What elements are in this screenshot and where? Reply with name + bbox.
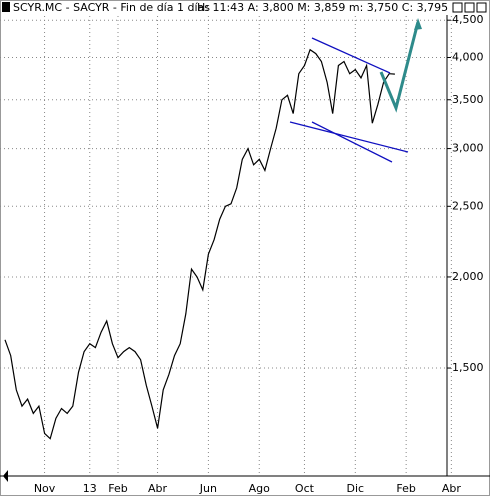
price-line [4,48,395,440]
x-tick-label: Dic [347,482,365,495]
scroll-arrow[interactable] [3,470,8,482]
trend-line [289,121,409,153]
y-tick-label: 3,000 [452,142,484,155]
y-tick-label: 4,000 [452,50,484,63]
x-tick-label: Abr [148,482,168,495]
y-tick-label: 4,500 [452,13,484,26]
annotations [289,18,422,163]
x-tick-label: Jun [199,482,217,495]
x-tick-label: Feb [108,482,127,495]
y-tick-label: 2,000 [452,270,484,283]
x-tick-label: Nov [34,482,56,495]
x-tick-label: Oct [295,482,315,495]
window-button[interactable] [464,2,475,13]
trend-line [311,121,393,163]
x-tick-label: Abr [442,482,462,495]
chart-subtitle: H: 11:43 A: 3,800 M: 3,859 m: 3,750 C: 3… [197,1,448,14]
trend-line [311,37,391,74]
y-tick-label: 2,500 [452,199,484,212]
x-tick-label: Ago [249,482,271,495]
window-button[interactable] [452,2,463,13]
chart-title: SCYR.MC - SACYR - Fin de día 1 días [13,1,210,14]
header-icon [2,2,10,12]
window-button[interactable] [476,2,487,13]
y-tick-label: 1,500 [452,361,484,374]
x-tick-label: 13 [83,482,97,495]
projection-arrow [379,21,420,113]
y-tick-label: 3,500 [452,93,484,106]
arrow-head [414,18,422,30]
x-tick-label: Feb [396,482,415,495]
